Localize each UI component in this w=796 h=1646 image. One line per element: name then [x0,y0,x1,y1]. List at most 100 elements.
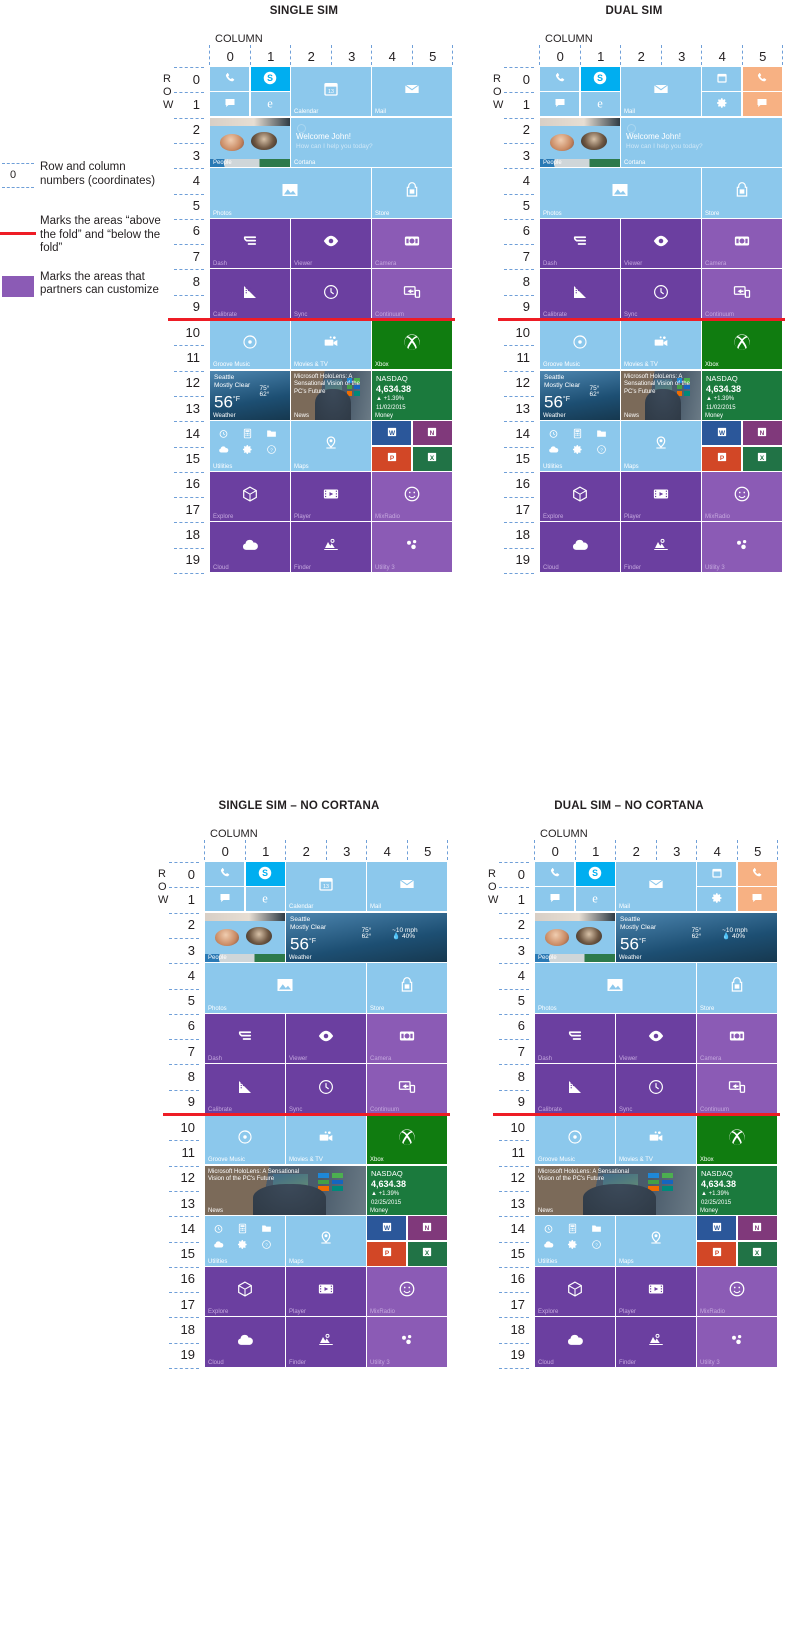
tile-store[interactable]: Store [372,168,452,218]
tile-sync[interactable]: Sync [291,269,371,319]
tile-photos[interactable]: Photos [205,963,366,1013]
tile-dash[interactable]: Dash [210,218,290,269]
tile-maps[interactable]: Maps [291,421,371,471]
tile-phone-sim2[interactable] [742,67,782,92]
tile-mixradio[interactable]: MixRadio [702,471,782,522]
tile-calibrate[interactable]: Calibrate [535,1064,615,1114]
tile-dash[interactable]: Dash [205,1013,285,1064]
tile-continuum[interactable]: Continuum [697,1064,777,1114]
tile-utilities[interactable]: ? Utilities [205,1216,285,1266]
tile-messaging[interactable] [205,887,245,912]
tile-photos[interactable]: Photos [535,963,696,1013]
tile-onenote[interactable]: N [742,421,782,446]
tile-edge[interactable]: e [580,92,620,117]
tile-utility-3[interactable]: Utility 3 [367,1317,447,1367]
tile-viewer[interactable]: Viewer [621,218,701,269]
tile-utility-3[interactable]: Utility 3 [372,522,452,572]
tile-word[interactable]: W [372,421,412,446]
tile-edge[interactable]: e [245,887,285,912]
tile-groove-music[interactable]: Groove Music [540,320,620,370]
tile-phone[interactable] [540,67,580,92]
tile-xbox[interactable]: Xbox [702,320,782,370]
tile-calendar[interactable]: 13 Calendar [286,862,366,912]
tile-messaging[interactable] [210,92,250,117]
tile-groove-music[interactable]: Groove Music [210,320,290,370]
tile-store[interactable]: Store [702,168,782,218]
tile-messaging-sim2[interactable] [737,887,777,912]
tile-weather[interactable]: Seattle Mostly Clear 56°F 75° 62° ~10 mph… [616,912,777,962]
tile-excel[interactable]: X [412,446,452,471]
tile-phone-sim2[interactable] [737,862,777,887]
tile-xbox[interactable]: Xbox [697,1115,777,1165]
tile-excel[interactable]: X [737,1241,777,1266]
tile-news[interactable]: Microsoft HoloLens: A Sensational Vision… [291,370,371,420]
tile-mail[interactable]: Mail [621,67,701,117]
tile-cloud[interactable]: Cloud [205,1317,285,1367]
tile-powerpoint[interactable]: P [372,446,412,471]
tile-groove-music[interactable]: Groove Music [205,1115,285,1165]
tile-mail[interactable]: Mail [616,862,696,912]
tile-people[interactable]: People [540,117,620,167]
tile-player[interactable]: Player [286,1266,366,1317]
tile-xbox[interactable]: Xbox [367,1115,447,1165]
tile-movies-tv[interactable]: Movies & TV [616,1115,696,1165]
tile-finder[interactable]: Finder [291,522,371,572]
tile-weather[interactable]: Seattle Mostly Clear 56°F 75° 62° Weather [210,370,290,420]
tile-messaging[interactable] [540,92,580,117]
tile-skype[interactable]: S [575,862,615,887]
tile-groove-music[interactable]: Groove Music [535,1115,615,1165]
tile-onenote[interactable]: N [412,421,452,446]
tile-onenote[interactable]: N [737,1216,777,1241]
tile-edge[interactable]: e [575,887,615,912]
tile-player[interactable]: Player [616,1266,696,1317]
tile-xbox[interactable]: Xbox [372,320,452,370]
tile-people[interactable]: People [205,912,285,962]
tile-calibrate[interactable]: Calibrate [205,1064,285,1114]
tile-mixradio[interactable]: MixRadio [697,1266,777,1317]
tile-word[interactable]: W [367,1216,407,1241]
tile-camera[interactable]: Camera [697,1013,777,1064]
tile-player[interactable]: Player [621,471,701,522]
tile-store[interactable]: Store [367,963,447,1013]
tile-camera[interactable]: Camera [702,218,782,269]
tile-cloud[interactable]: Cloud [535,1317,615,1367]
tile-skype[interactable]: S [250,67,290,92]
tile-camera[interactable]: Camera [367,1013,447,1064]
tile-money[interactable]: NASDAQ 4,634.38 ▲ +1.39% 11/02/2015 Mone… [702,370,782,420]
tile-viewer[interactable]: Viewer [616,1013,696,1064]
tile-cloud[interactable]: Cloud [210,522,290,572]
tile-excel[interactable]: X [742,446,782,471]
tile-mail[interactable]: Mail [372,67,452,117]
tile-continuum[interactable]: Continuum [367,1064,447,1114]
tile-money[interactable]: NASDAQ 4,634.38 ▲ +1.39% 11/02/2015 Mone… [372,370,452,420]
tile-mixradio[interactable]: MixRadio [372,471,452,522]
tile-news[interactable]: Microsoft HoloLens: A Sensational Vision… [621,370,701,420]
tile-powerpoint[interactable]: P [702,446,742,471]
tile-onenote[interactable]: N [407,1216,447,1241]
tile-continuum[interactable]: Continuum [702,269,782,319]
tile-dash[interactable]: Dash [535,1013,615,1064]
tile-finder[interactable]: Finder [286,1317,366,1367]
tile-calendar-small[interactable] [697,862,737,887]
tile-explore[interactable]: Explore [535,1266,615,1317]
tile-news[interactable]: Microsoft HoloLens: A Sensational Vision… [205,1165,366,1215]
tile-phone[interactable] [210,67,250,92]
tile-viewer[interactable]: Viewer [286,1013,366,1064]
tile-explore[interactable]: Explore [540,471,620,522]
tile-sync[interactable]: Sync [286,1064,366,1114]
tile-money[interactable]: NASDAQ 4,634.38 ▲ +1.39% 02/25/2015 Mone… [697,1165,777,1215]
tile-phone[interactable] [205,862,245,887]
tile-movies-tv[interactable]: Movies & TV [621,320,701,370]
tile-powerpoint[interactable]: P [697,1241,737,1266]
tile-viewer[interactable]: Viewer [291,218,371,269]
tile-utilities[interactable]: ? Utilities [540,421,620,471]
tile-cortana[interactable]: Welcome John! How can I help you today? C… [621,117,782,167]
tile-skype[interactable]: S [580,67,620,92]
tile-photos[interactable]: Photos [540,168,701,218]
tile-weather[interactable]: Seattle Mostly Clear 56°F 75° 62° Weather [540,370,620,420]
tile-utilities[interactable]: ? Utilities [535,1216,615,1266]
tile-money[interactable]: NASDAQ 4,634.38 ▲ +1.39% 02/25/2015 Mone… [367,1165,447,1215]
tile-explore[interactable]: Explore [205,1266,285,1317]
tile-word[interactable]: W [702,421,742,446]
tile-cortana[interactable]: Welcome John! How can I help you today? C… [291,117,452,167]
